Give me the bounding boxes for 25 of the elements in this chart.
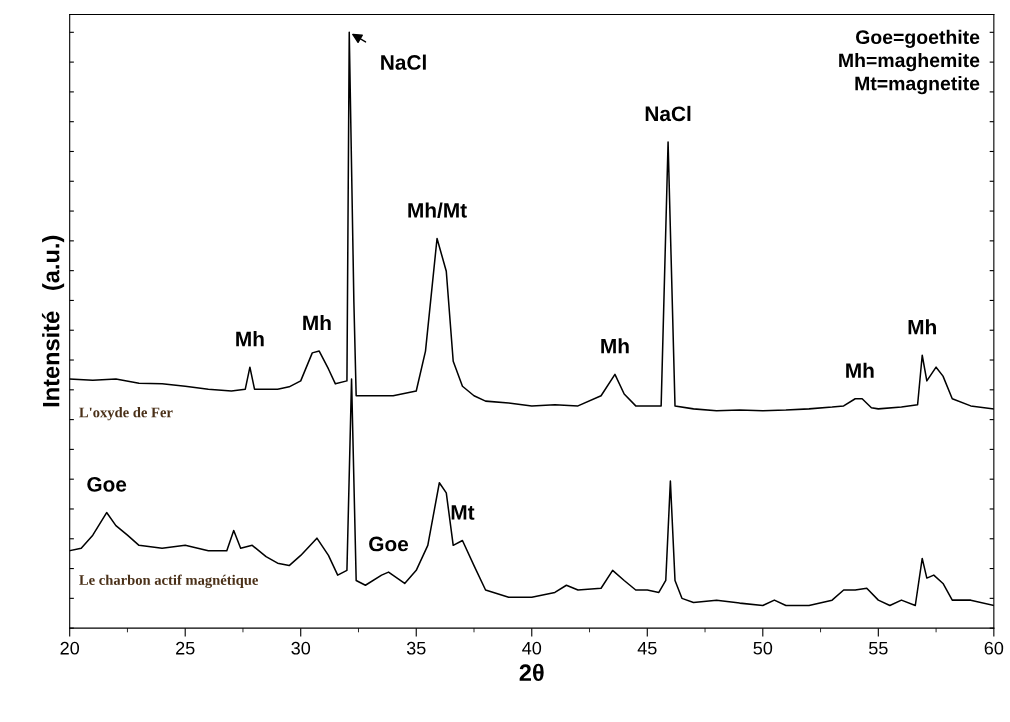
annotation: Mh [846,362,874,378]
x-tick-label: 60 [984,641,1004,655]
legend-label: Le charbon actif magnétique [79,574,258,588]
x-tick-label: 35 [406,641,426,655]
x-tick-label: 50 [753,641,773,655]
annotation: Mh [236,331,264,347]
annotation: Goe=goethite Mh=maghemite Mt=magnetite [839,29,980,95]
annotation: Mh [601,338,629,354]
x-tick-label: 55 [869,642,888,655]
annotation: Goe [87,477,127,492]
annotation: Mh/Mt [408,202,467,218]
y-axis-title: Intensité (a.u.) [41,235,65,407]
x-tick-label: 25 [176,641,195,655]
annotation: Goe [369,536,409,552]
x-tick-label: 30 [291,641,311,655]
x-axis-title: 2θ [519,663,544,682]
x-tick-label: 45 [637,642,657,655]
annotation: Mh [908,319,936,335]
x-tick-label: 40 [522,641,542,655]
annotation: NaCl [381,54,426,70]
annotation: NaCl [645,105,691,122]
annotation: Mt [451,505,475,520]
x-tick-label: 20 [60,641,80,655]
annotation: Mh [303,314,331,331]
legend-label: L'oxyde de Fer [79,407,173,421]
